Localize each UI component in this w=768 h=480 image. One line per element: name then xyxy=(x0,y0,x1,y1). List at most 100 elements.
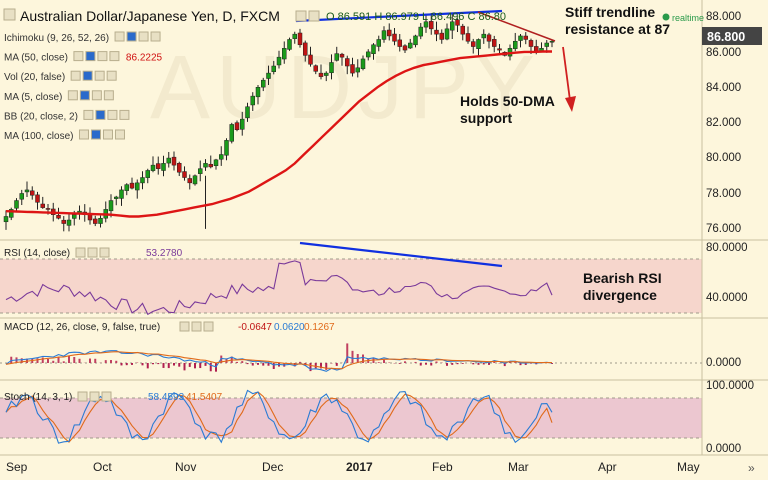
rsi-note: Bearish RSI divergence xyxy=(583,270,665,303)
indicator-label: BB (20, close, 2) xyxy=(4,111,78,122)
candle-body xyxy=(250,95,255,106)
candle-body xyxy=(350,64,355,74)
candle-body xyxy=(287,39,292,50)
rsi-remove-icon[interactable] xyxy=(99,247,110,258)
candle-body xyxy=(297,32,303,46)
candle-body xyxy=(187,178,192,184)
resistance-note-line2: resistance at 87 xyxy=(565,21,670,37)
candle-body xyxy=(544,42,549,47)
indicator-visibility-icon[interactable] xyxy=(95,109,106,120)
indicator-add-icon[interactable] xyxy=(94,70,105,81)
candle-body xyxy=(423,21,429,28)
candle-body xyxy=(486,34,492,42)
indicator-remove-icon[interactable] xyxy=(150,31,161,42)
indicator-add-icon[interactable] xyxy=(102,129,113,140)
price-tick: 84.000 xyxy=(706,82,741,94)
candle-body xyxy=(266,72,271,79)
price-axis-labels: 88.000 86.000 84.000 82.000 80.000 78.00… xyxy=(706,11,741,235)
candle-body xyxy=(61,219,66,224)
candle-body xyxy=(392,33,397,42)
indicator-settings-icon[interactable] xyxy=(70,70,81,81)
indicator-settings-icon[interactable] xyxy=(67,90,78,101)
candle-body xyxy=(156,163,161,169)
indicator-settings-icon[interactable] xyxy=(73,51,84,62)
candle-body xyxy=(513,40,518,49)
header-add-icon[interactable] xyxy=(308,10,320,22)
rsi-group xyxy=(5,260,553,316)
indicator-settings-icon[interactable] xyxy=(114,31,125,42)
indicator-remove-icon[interactable] xyxy=(109,51,120,62)
candle-body xyxy=(460,25,465,35)
stoch-tick-0: 0.0000 xyxy=(706,443,741,455)
candle-body xyxy=(30,190,35,196)
indicator-visibility-icon[interactable] xyxy=(79,90,90,101)
indicator-remove-icon[interactable] xyxy=(119,109,130,120)
stoch-add-icon[interactable] xyxy=(89,391,100,402)
trendline-highs-blue xyxy=(295,9,503,23)
realtime-label: realtime xyxy=(672,13,704,23)
candle-body xyxy=(35,194,40,203)
header-chevron-icon[interactable] xyxy=(3,8,16,21)
stoch-settings-icon[interactable] xyxy=(77,391,88,402)
indicator-add-icon[interactable] xyxy=(91,90,102,101)
candle-body xyxy=(492,39,497,47)
candle-body xyxy=(439,32,444,40)
rsi-note-line1: Bearish RSI xyxy=(583,270,662,286)
x-tick-sep: Sep xyxy=(6,460,28,474)
candle-body xyxy=(135,182,140,191)
header-settings-icon[interactable] xyxy=(295,10,307,22)
indicator-add-icon[interactable] xyxy=(138,31,149,42)
resistance-note-line1: Stiff trendline xyxy=(565,4,655,20)
x-tick-oct: Oct xyxy=(93,460,112,474)
indicator-remove-icon[interactable] xyxy=(106,70,117,81)
indicator-add-icon[interactable] xyxy=(107,109,118,120)
x-tick-dec: Dec xyxy=(262,460,283,474)
rsi-add-icon[interactable] xyxy=(87,247,98,258)
rsi-note-line2: divergence xyxy=(583,287,657,303)
candle-body xyxy=(93,218,98,224)
macd-settings-icon[interactable] xyxy=(179,321,190,332)
candle-body xyxy=(108,200,114,212)
indicator-visibility-icon[interactable] xyxy=(90,129,101,140)
indicator-remove-icon[interactable] xyxy=(114,129,125,140)
candle-body xyxy=(397,39,402,47)
candle-body xyxy=(528,40,534,47)
price-tick: 82.000 xyxy=(706,117,741,129)
support-note-line1: Holds 50-DMA xyxy=(460,93,555,109)
x-tick-nov: Nov xyxy=(175,460,196,474)
indicator-remove-icon[interactable] xyxy=(103,90,114,101)
macd-remove-icon[interactable] xyxy=(203,321,214,332)
trendline-rsi-blue xyxy=(299,241,503,268)
candle-body xyxy=(140,177,145,184)
candle-body xyxy=(455,19,460,26)
rsi-line xyxy=(5,260,553,316)
macd-add-icon[interactable] xyxy=(191,321,202,332)
trendline-resistance-red xyxy=(477,11,556,42)
indicator-settings-icon[interactable] xyxy=(83,109,94,120)
scroll-right-icon[interactable]: » xyxy=(748,461,755,475)
indicator-visibility-icon[interactable] xyxy=(85,51,96,62)
candle-body xyxy=(324,72,329,76)
stoch-remove-icon[interactable] xyxy=(101,391,112,402)
candle-body xyxy=(14,200,19,209)
indicator-visibility-icon[interactable] xyxy=(126,31,137,42)
rsi-tick-40: 40.0000 xyxy=(706,292,748,304)
indicator-add-icon[interactable] xyxy=(97,51,108,62)
rsi-value: 53.2780 xyxy=(146,248,183,259)
candle-body xyxy=(240,118,245,130)
candle-body xyxy=(19,193,24,200)
candle-body xyxy=(313,65,318,72)
stoch-label: Stoch (14, 3, 1) xyxy=(4,392,72,403)
candle-body xyxy=(360,58,366,69)
candle-body xyxy=(177,162,182,173)
last-price-value: 86.800 xyxy=(707,30,745,44)
candle-body xyxy=(376,39,381,47)
rsi-settings-icon[interactable] xyxy=(75,247,86,258)
candle-body xyxy=(292,33,297,39)
candle-body xyxy=(318,72,324,77)
indicator-visibility-icon[interactable] xyxy=(82,70,93,81)
indicator-settings-icon[interactable] xyxy=(78,129,89,140)
indicator-label: MA (100, close) xyxy=(4,131,73,142)
candle-body xyxy=(465,33,471,42)
